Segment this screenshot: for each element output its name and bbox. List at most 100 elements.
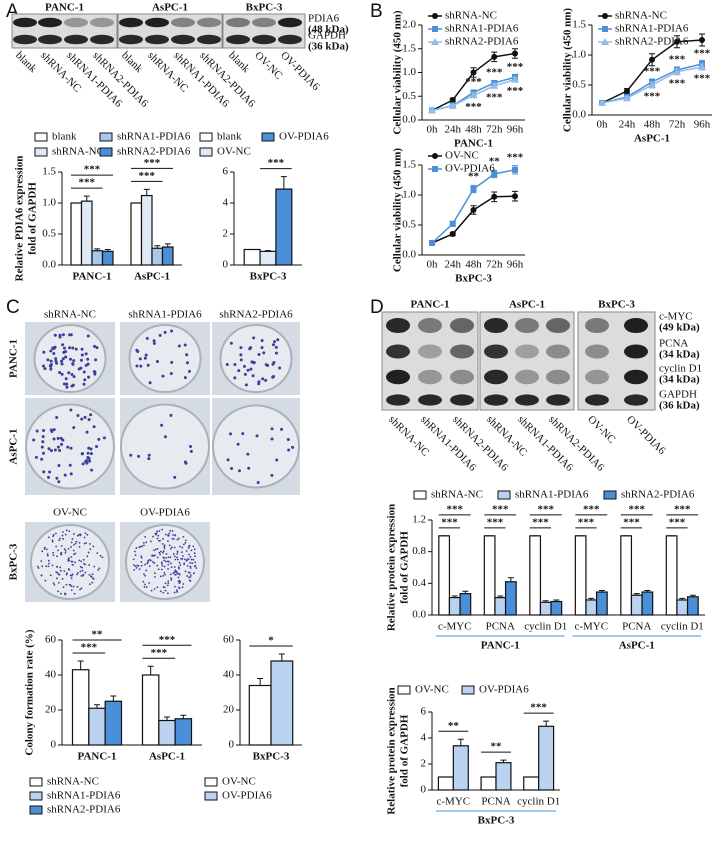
y-tick-label: 0.5: [402, 90, 416, 102]
colony-dot: [53, 448, 57, 452]
bar: [275, 188, 293, 266]
blot-band: [546, 317, 570, 334]
colony-dot: [91, 573, 94, 576]
colony-dot: [188, 553, 190, 556]
protein-label: PDIA6: [308, 13, 340, 25]
bar: [641, 591, 654, 616]
significance-label: ***: [79, 177, 96, 189]
colony-dot: [167, 534, 169, 537]
legend-label: OV-NC: [415, 684, 449, 696]
colony-dot: [64, 549, 67, 552]
colony-dot: [156, 530, 159, 533]
colony-dot: [153, 572, 156, 575]
colony-dot: [89, 543, 91, 545]
colony-dot: [162, 551, 164, 554]
colony-dot: [37, 567, 40, 569]
point: [490, 81, 499, 89]
colony-dot: [287, 448, 291, 452]
colony-dot: [140, 561, 143, 563]
y-tick-label: 0.5: [402, 219, 416, 231]
colony-dot: [60, 592, 62, 595]
colony-dot: [78, 546, 81, 548]
error-bar: [143, 188, 150, 196]
x-axis-label: AsPC-1: [634, 133, 670, 145]
x-tick-label: 96h: [694, 119, 711, 131]
colony-dot: [177, 576, 180, 579]
protein-label: GAPDH: [308, 30, 346, 42]
colony-dot: [170, 566, 173, 569]
point: [649, 56, 655, 63]
point: [491, 53, 498, 60]
colony-dot: [163, 435, 167, 439]
blot-band: [585, 394, 609, 406]
colony-dot: [177, 537, 180, 540]
colony-dot: [152, 561, 154, 563]
significance-label: ***: [465, 76, 482, 88]
colony-dot: [153, 588, 156, 590]
colony-dot: [182, 583, 185, 585]
significance-label: ***: [492, 503, 509, 515]
x-tick-label: 24h: [619, 119, 636, 131]
colony-dot: [72, 585, 75, 588]
x-tick-label: 48h: [644, 119, 661, 131]
colony-dot: [95, 346, 99, 350]
y-tick-label: 4: [421, 732, 427, 744]
colony-dot: [87, 418, 91, 422]
significance-label: ***: [623, 516, 640, 528]
bar: [483, 535, 496, 616]
colony-dot: [278, 366, 282, 370]
colony-dot: [184, 570, 187, 573]
colony-dot: [160, 568, 163, 571]
x-tick-label: PANC-1: [73, 271, 112, 283]
legend-label: blank: [52, 131, 77, 143]
error-bar: [451, 595, 458, 598]
colony-dot: [84, 571, 87, 574]
colony-dot: [189, 575, 192, 578]
colony-dot: [163, 572, 166, 574]
bar: [438, 535, 451, 616]
y-tick-label: 0.0: [42, 259, 56, 271]
x-tick-label: cyclin D1: [661, 621, 704, 633]
colony-dot: [41, 440, 45, 444]
colony-dot: [87, 375, 91, 379]
bar: [437, 776, 454, 791]
colony-dot: [255, 434, 259, 438]
y-tick-label: 40: [223, 669, 235, 681]
colony-dot: [66, 572, 68, 575]
colony-dot: [76, 585, 79, 588]
blot-band: [418, 344, 442, 359]
plate: [128, 324, 202, 393]
blot-band: [145, 17, 169, 28]
colony-dot: [181, 586, 184, 589]
colony-dot: [77, 367, 81, 371]
protein-label: PCNA: [659, 338, 688, 350]
colony-dot: [188, 545, 191, 548]
colony-dot: [251, 374, 255, 378]
y-axis-label: Cellular viability (450 nm): [562, 8, 574, 132]
colony-dot: [57, 573, 60, 575]
colony-dot: [97, 437, 101, 441]
colony-dot: [178, 579, 181, 582]
colony-dot: [77, 571, 79, 574]
colony-dot: [67, 557, 70, 560]
colony-dot: [49, 349, 53, 353]
colony-dot: [59, 537, 62, 540]
protein-size: (34 kDa): [659, 374, 700, 386]
group-label: BxPC-3: [478, 815, 515, 827]
legend-marker: [432, 153, 438, 159]
colony-dot: [40, 457, 44, 461]
colony-dot: [86, 555, 89, 558]
colony-dot: [54, 359, 58, 363]
blot-band: [450, 394, 474, 406]
colony-dot: [70, 556, 73, 558]
point: [673, 67, 681, 75]
error-bar: [689, 594, 696, 597]
x-tick-label: AsPC-1: [134, 271, 170, 283]
colony-dot: [182, 555, 184, 557]
colony-dot: [167, 580, 170, 583]
colony-dot: [70, 585, 73, 588]
blot-band: [484, 369, 508, 385]
colony-dot: [82, 370, 86, 374]
colony-dot: [133, 569, 136, 571]
colony-dot: [161, 528, 164, 531]
